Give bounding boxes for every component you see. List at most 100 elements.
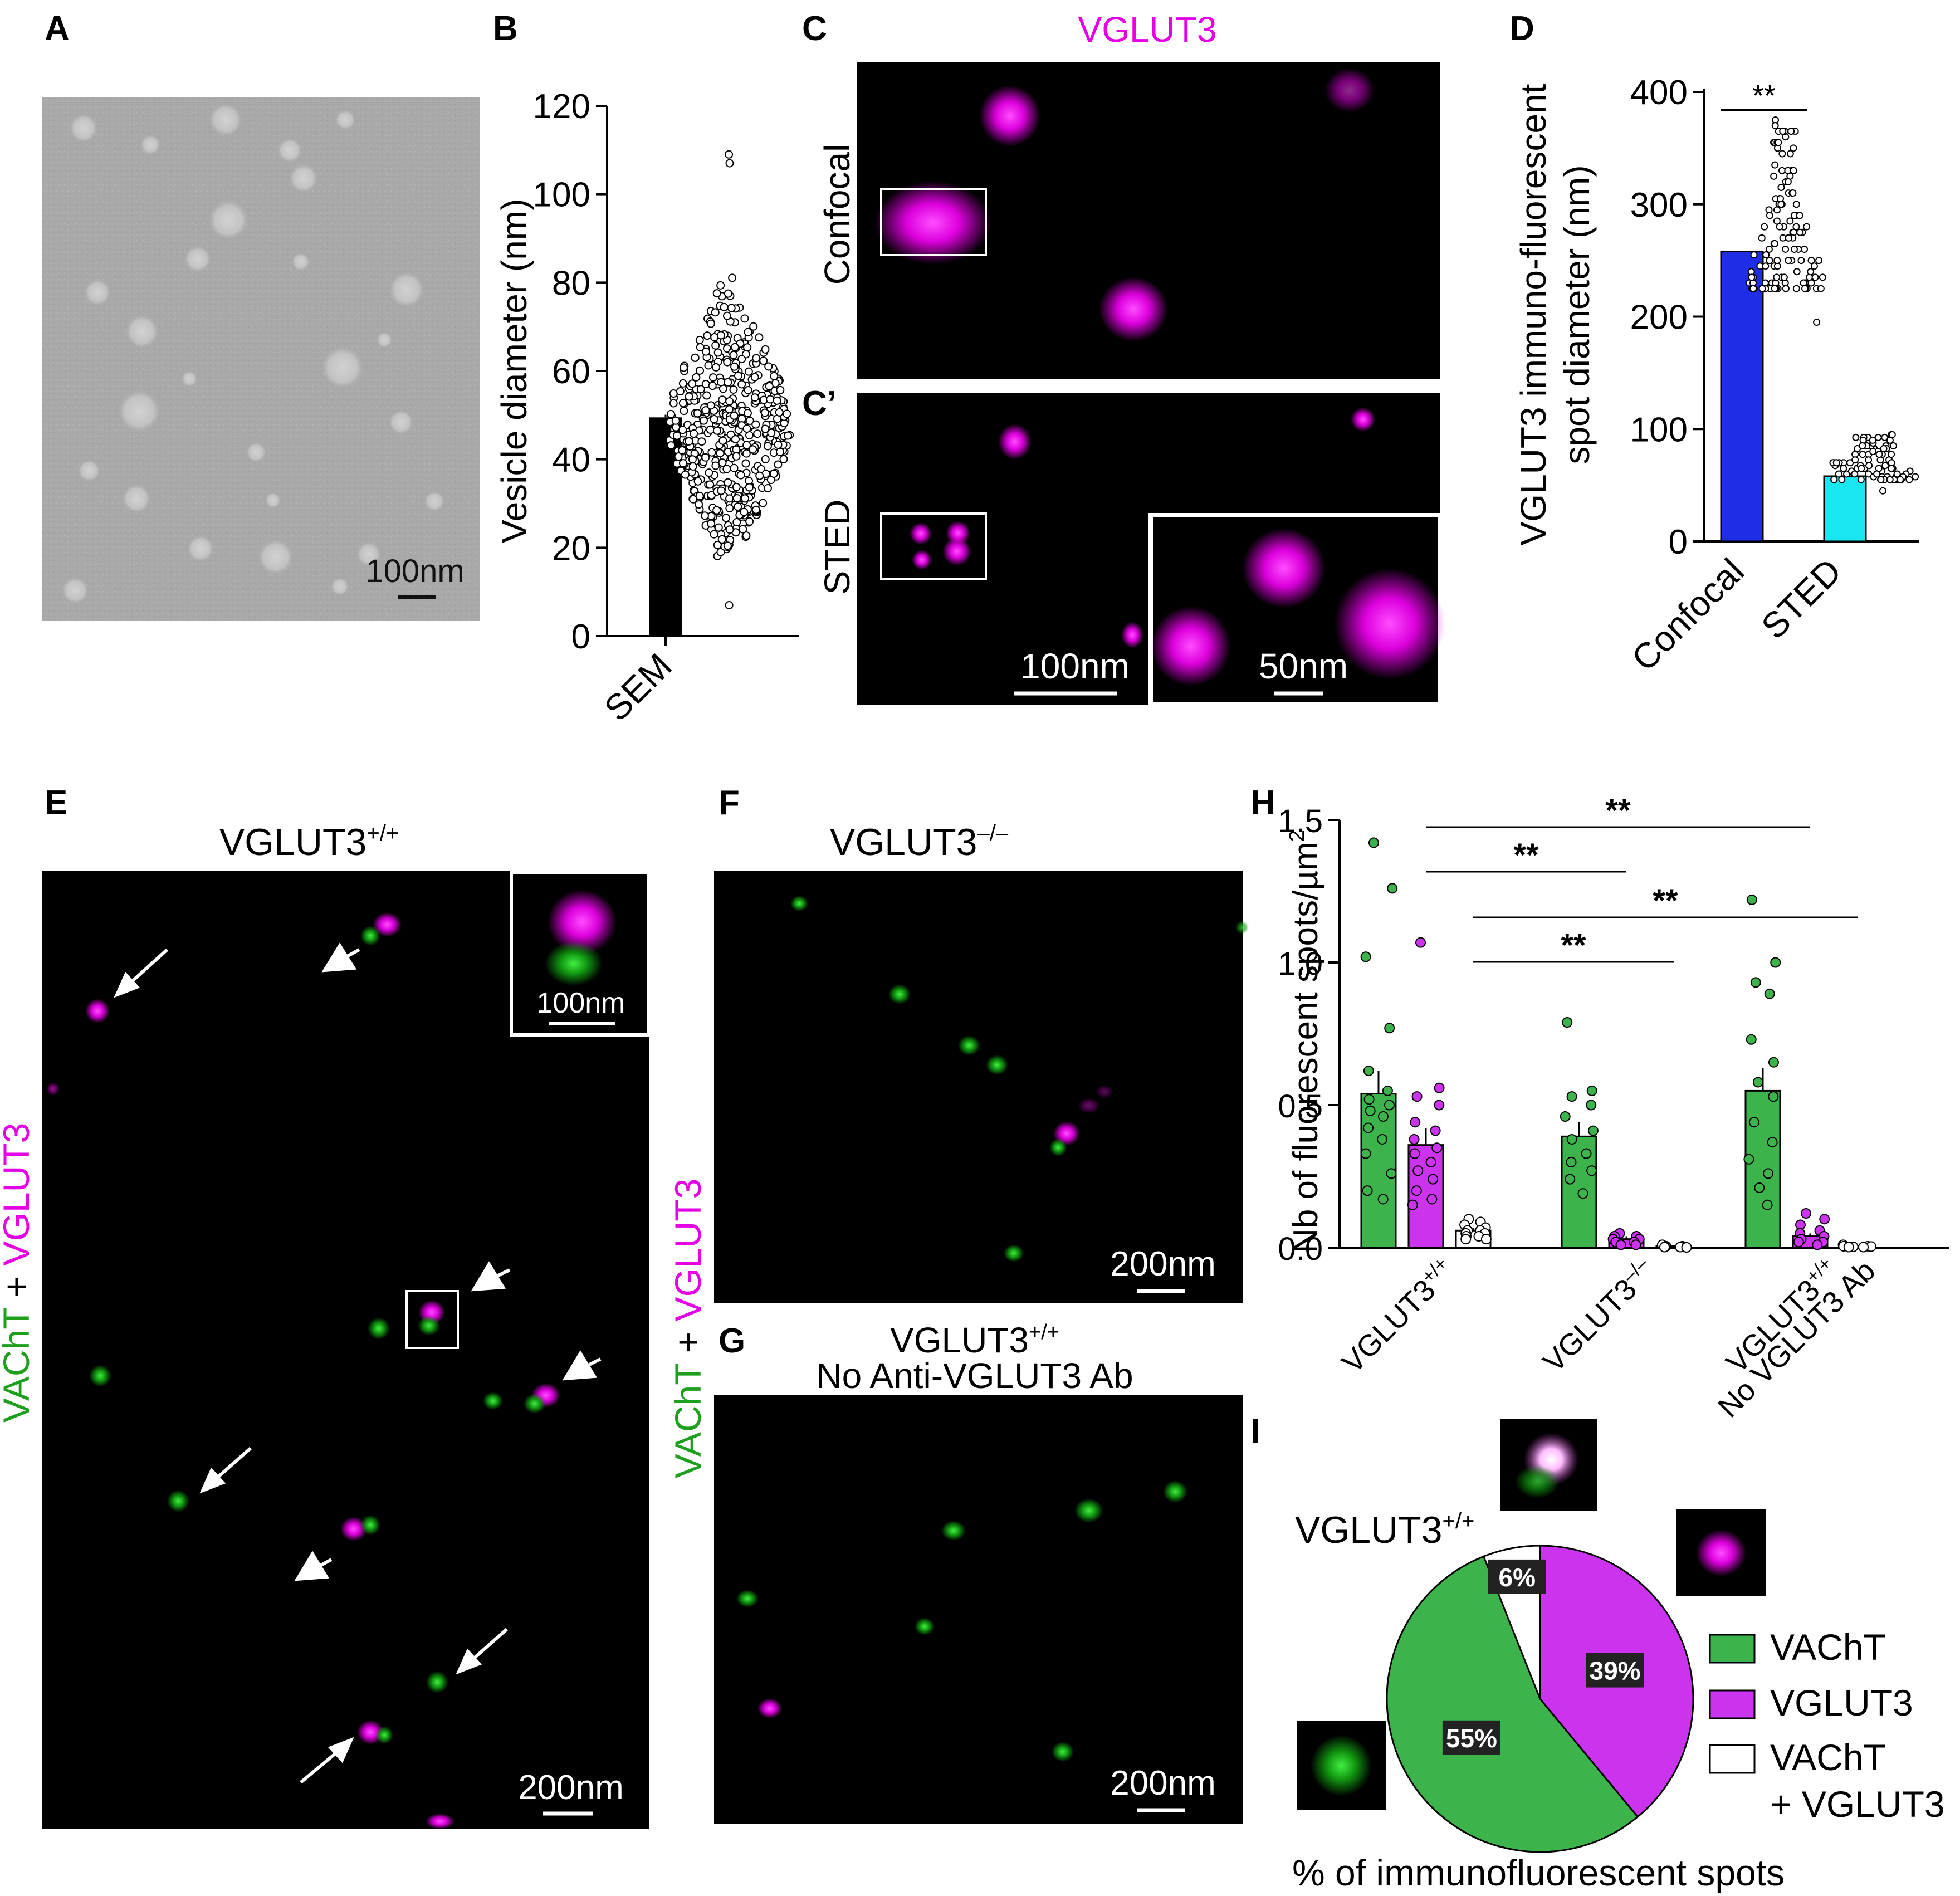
b-point <box>763 484 772 493</box>
b-point <box>743 343 752 352</box>
h-point <box>1410 1117 1421 1128</box>
e-roi <box>405 1290 459 1349</box>
d-point <box>1771 285 1778 292</box>
d-point <box>1881 462 1889 470</box>
g-side-label: VAChT + VGLUT3 <box>667 1179 708 1479</box>
b-point <box>750 393 759 402</box>
b-point <box>706 480 715 489</box>
h-point <box>1577 1188 1588 1199</box>
d-point <box>1813 319 1821 326</box>
h-point <box>1819 1214 1830 1225</box>
h-point <box>1460 1234 1472 1245</box>
b-point <box>725 504 734 513</box>
b-point <box>725 525 734 534</box>
b-point <box>696 385 705 394</box>
b-xlabel-sem: SEM <box>597 646 680 729</box>
b-point <box>774 460 783 469</box>
d-ylabel-line2: spot diameter (nm) <box>1557 165 1597 464</box>
panel-a: 100nm <box>42 97 480 621</box>
d-point <box>1801 285 1809 292</box>
b-point <box>705 468 713 477</box>
h-point <box>1362 1185 1373 1196</box>
h-point <box>1360 1148 1371 1159</box>
sted-roi <box>880 512 987 580</box>
i-genotype: VGLUT3+/+ <box>1295 1509 1474 1551</box>
h-point <box>1764 988 1775 999</box>
i-legend-vglut3: VGLUT3 <box>1770 1682 1913 1723</box>
b-point <box>723 541 732 550</box>
c-scale-label: 100nm <box>1020 646 1130 686</box>
d-point <box>1801 245 1809 253</box>
h-y-tick-label: 1.0 <box>1278 946 1323 982</box>
d-point <box>1865 462 1873 470</box>
h-point <box>1428 1174 1439 1185</box>
b-point <box>707 448 716 457</box>
b-point <box>742 424 751 433</box>
c-title: VGLUT3 <box>1078 9 1217 50</box>
b-point <box>743 409 752 418</box>
d-point <box>1807 268 1815 276</box>
b-point <box>711 461 720 470</box>
b-point <box>685 392 693 401</box>
d-point <box>1785 257 1792 265</box>
d-point <box>1817 285 1825 292</box>
b-y-tick-label: 60 <box>552 353 590 391</box>
panel-letter-e: E <box>45 784 67 822</box>
d-point <box>1869 448 1877 456</box>
h-y-tick-label: 1.5 <box>1278 803 1323 839</box>
d-point <box>1838 476 1846 483</box>
d-point <box>1785 234 1792 242</box>
b-point <box>732 445 741 454</box>
d-point <box>1766 257 1773 265</box>
d-point <box>1792 223 1800 231</box>
b-point <box>784 431 793 440</box>
d-y-tick-label: 0 <box>1669 523 1688 561</box>
h-point <box>1566 1133 1577 1145</box>
d-y-tick-label: 300 <box>1630 186 1688 224</box>
h-point <box>1586 1165 1597 1176</box>
d-xlabel-confocal: Confocal <box>1624 551 1752 679</box>
d-point <box>1793 268 1801 276</box>
h-bar <box>1407 1144 1444 1249</box>
f-spots <box>790 896 1249 1262</box>
b-point <box>725 159 734 168</box>
h-xlabels: VGLUT3+/+ VGLUT3–/– VGLUT3+/+ No VGLUT3 … <box>1336 1253 1882 1424</box>
h-point <box>1586 1100 1597 1111</box>
b-point <box>767 428 776 437</box>
d-point <box>1779 128 1787 135</box>
h-point <box>1480 1234 1492 1245</box>
b-point <box>696 343 705 352</box>
b-point <box>745 517 754 526</box>
b-point <box>725 150 734 159</box>
e-scale-label: 200nm <box>518 1768 624 1807</box>
b-point <box>693 477 702 486</box>
b-point <box>718 458 727 467</box>
d-point <box>1792 201 1800 208</box>
b-point <box>763 442 772 451</box>
h-point <box>1800 1208 1811 1219</box>
d-point <box>1879 487 1886 495</box>
h-points <box>1360 837 1876 1253</box>
d-y-tick-label: 100 <box>1630 411 1688 449</box>
h-point <box>1425 1156 1436 1167</box>
b-point <box>751 420 760 429</box>
d-point <box>1787 128 1795 135</box>
b-point <box>725 397 734 406</box>
b-point <box>706 319 715 328</box>
b-point <box>742 449 751 458</box>
g-title: VGLUT3+/+ <box>890 1320 1059 1360</box>
h-point <box>1630 1239 1641 1250</box>
d-point <box>1761 223 1768 231</box>
panel-letter-c: C <box>802 9 827 48</box>
i-thumb-green-spot <box>1311 1735 1372 1796</box>
d-point <box>1869 436 1876 444</box>
i-footer: % of immunofluorescent spots <box>1292 1852 1785 1893</box>
d-point <box>1888 451 1895 458</box>
h-point <box>1434 1082 1445 1093</box>
h-point <box>1412 1165 1424 1176</box>
b-point <box>702 347 711 356</box>
d-point <box>1758 285 1766 292</box>
h-point <box>1409 1148 1420 1159</box>
i-legend: VAChT VGLUT3 VAChT + VGLUT3 <box>1709 1626 1945 1825</box>
b-point <box>742 441 751 449</box>
